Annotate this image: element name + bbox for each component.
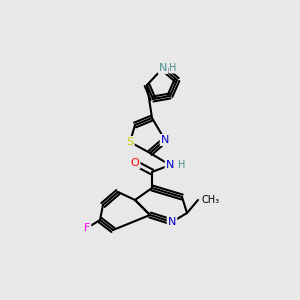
Text: CH₃: CH₃ <box>201 195 219 205</box>
Text: N: N <box>161 135 169 145</box>
Text: N: N <box>166 160 174 170</box>
Text: O: O <box>130 158 140 168</box>
Text: S: S <box>126 137 134 147</box>
Text: N: N <box>168 217 176 227</box>
Text: N: N <box>159 63 167 73</box>
Text: H: H <box>178 160 185 170</box>
Text: F: F <box>84 223 90 233</box>
Text: H: H <box>169 63 176 73</box>
